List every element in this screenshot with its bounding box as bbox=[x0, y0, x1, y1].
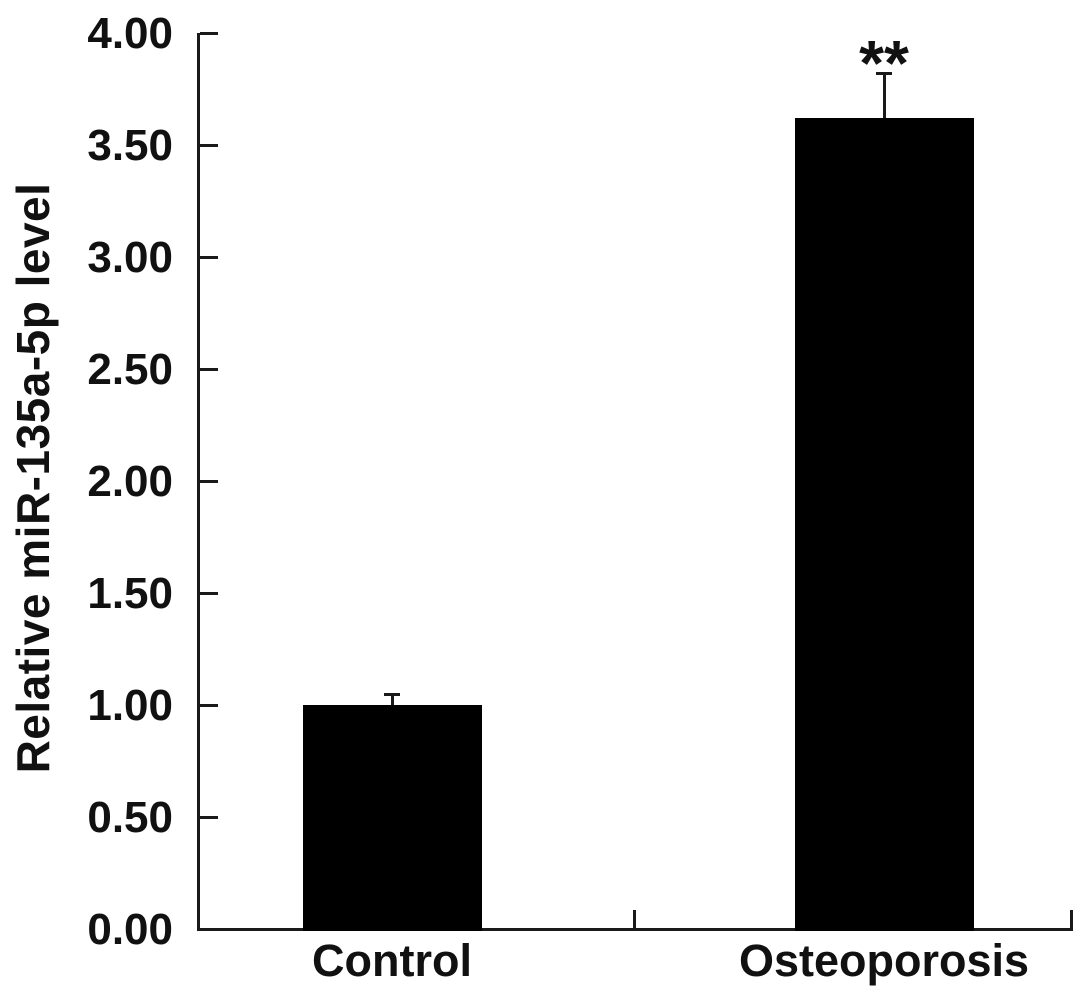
y-tick bbox=[200, 31, 218, 35]
y-tick bbox=[200, 479, 218, 483]
x-category-label-osteoporosis: Osteoporosis bbox=[738, 935, 1030, 986]
y-axis-line bbox=[197, 33, 200, 931]
y-tick bbox=[200, 815, 218, 819]
x-axis-line bbox=[197, 928, 1073, 931]
y-tick bbox=[200, 143, 218, 147]
y-tick-label: 4.00 bbox=[87, 9, 173, 58]
y-tick-label: 3.00 bbox=[87, 233, 173, 282]
x-tick bbox=[1070, 910, 1073, 928]
x-category-label-control: Control bbox=[312, 935, 472, 986]
y-tick-label: 3.50 bbox=[87, 121, 173, 170]
error-bar-line bbox=[390, 693, 394, 705]
y-tick bbox=[200, 591, 218, 595]
error-bar-line bbox=[882, 73, 886, 119]
y-tick-label: 2.50 bbox=[87, 345, 173, 394]
bar-control bbox=[302, 705, 482, 931]
y-tick-label: 0.00 bbox=[87, 905, 173, 954]
error-bar-cap bbox=[384, 692, 400, 696]
y-tick bbox=[200, 255, 218, 259]
x-tick bbox=[633, 910, 636, 928]
significance-marker: ** bbox=[859, 27, 909, 100]
y-tick bbox=[200, 703, 218, 707]
error-bar-cap bbox=[876, 72, 892, 76]
y-tick-label: 0.50 bbox=[87, 793, 173, 842]
y-tick-label: 1.50 bbox=[87, 569, 173, 618]
y-axis-title: Relative miR-135a-5p level bbox=[7, 182, 59, 774]
bar-osteoporosis bbox=[794, 118, 974, 931]
y-tick-label: 2.00 bbox=[87, 457, 173, 506]
y-tick-label: 1.00 bbox=[87, 681, 173, 730]
y-tick bbox=[200, 367, 218, 371]
